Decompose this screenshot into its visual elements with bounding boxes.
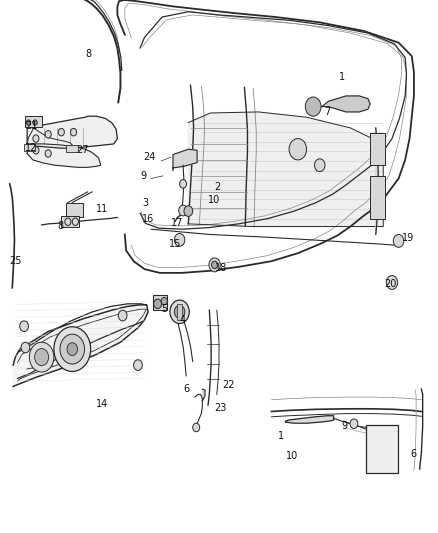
Text: 1: 1 [278, 431, 284, 441]
Circle shape [33, 147, 39, 154]
Bar [177, 304, 182, 320]
Text: 10: 10 [286, 451, 298, 461]
Circle shape [174, 305, 185, 318]
Text: 17: 17 [171, 218, 183, 228]
Circle shape [179, 205, 187, 216]
Circle shape [393, 235, 404, 247]
Polygon shape [188, 112, 383, 227]
Text: 21: 21 [25, 121, 38, 131]
Circle shape [209, 258, 220, 272]
Text: 8: 8 [57, 221, 63, 231]
Circle shape [67, 343, 78, 356]
Text: 9: 9 [141, 171, 147, 181]
Polygon shape [376, 128, 378, 235]
Bar [370, 176, 385, 219]
Circle shape [26, 120, 31, 125]
Circle shape [45, 131, 51, 138]
Polygon shape [286, 416, 334, 423]
Text: 1: 1 [339, 72, 346, 82]
Bar [370, 133, 385, 165]
Polygon shape [13, 305, 148, 386]
Text: 12: 12 [25, 143, 38, 153]
Circle shape [161, 297, 167, 305]
Circle shape [29, 342, 54, 372]
Circle shape [174, 233, 185, 246]
Circle shape [118, 310, 127, 321]
Text: 16: 16 [142, 214, 154, 223]
Circle shape [71, 128, 77, 136]
Polygon shape [202, 389, 205, 401]
Bar [24, 144, 35, 151]
Circle shape [45, 150, 51, 157]
Text: 6: 6 [183, 384, 189, 394]
Bar [366, 425, 398, 473]
Text: 18: 18 [215, 263, 227, 273]
Text: 9: 9 [342, 422, 348, 431]
Circle shape [289, 139, 307, 160]
Text: 15: 15 [169, 239, 181, 248]
Text: 20: 20 [385, 279, 397, 288]
Circle shape [60, 334, 85, 364]
Text: 10: 10 [208, 195, 220, 205]
Circle shape [350, 419, 358, 429]
Text: 6: 6 [410, 449, 416, 459]
Circle shape [20, 321, 28, 332]
Circle shape [65, 218, 71, 225]
Text: 3: 3 [143, 198, 149, 207]
Text: 22: 22 [223, 380, 235, 390]
Circle shape [154, 299, 162, 309]
Circle shape [386, 276, 398, 289]
Circle shape [184, 206, 193, 216]
Bar [25, 116, 42, 127]
Circle shape [180, 180, 187, 188]
Text: 24: 24 [143, 152, 155, 162]
Circle shape [212, 261, 218, 269]
Circle shape [35, 349, 49, 366]
Polygon shape [27, 116, 117, 148]
Polygon shape [27, 144, 101, 167]
Circle shape [193, 423, 200, 432]
Text: 4: 4 [180, 315, 186, 325]
Text: 11: 11 [95, 204, 108, 214]
Polygon shape [368, 434, 378, 448]
Bar [61, 216, 79, 227]
Text: 14: 14 [95, 399, 108, 409]
Circle shape [314, 159, 325, 172]
Text: 19: 19 [402, 233, 414, 243]
Text: 27: 27 [77, 146, 89, 155]
Circle shape [134, 360, 142, 370]
Circle shape [72, 218, 78, 225]
Bar [153, 295, 167, 310]
Text: 5: 5 [161, 304, 167, 314]
Circle shape [58, 128, 64, 136]
Text: 2: 2 [215, 182, 221, 191]
Circle shape [33, 135, 39, 142]
Bar [66, 203, 83, 217]
Polygon shape [173, 149, 197, 171]
Text: 23: 23 [215, 403, 227, 413]
Circle shape [33, 120, 37, 125]
Bar [66, 145, 78, 152]
Polygon shape [322, 96, 370, 112]
Text: 25: 25 [9, 256, 21, 266]
Circle shape [170, 300, 189, 324]
Text: 8: 8 [86, 50, 92, 59]
Text: 7: 7 [324, 107, 330, 117]
Circle shape [54, 327, 91, 372]
Circle shape [21, 342, 30, 353]
Circle shape [305, 97, 321, 116]
